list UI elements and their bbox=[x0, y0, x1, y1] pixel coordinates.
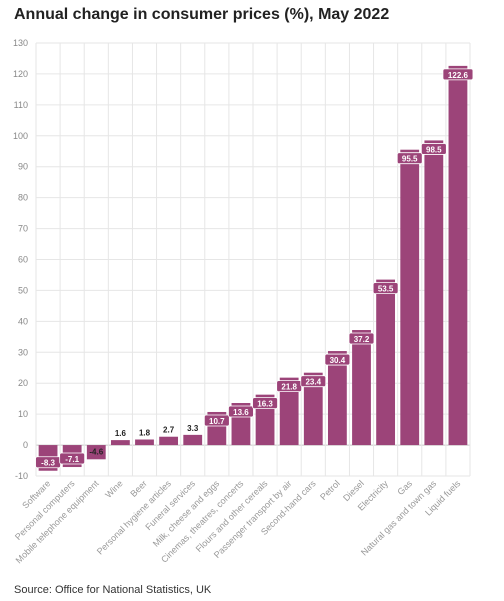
y-tick-label: 110 bbox=[14, 100, 28, 110]
bar-13 bbox=[327, 351, 347, 446]
data-label-10: 16.3 bbox=[257, 400, 273, 409]
x-tick-label: Beer bbox=[128, 478, 149, 499]
bar-17 bbox=[424, 140, 444, 446]
x-tick-label: Gas bbox=[395, 478, 414, 497]
bar-18 bbox=[448, 65, 468, 446]
data-label-box bbox=[442, 68, 474, 81]
bar-7 bbox=[183, 434, 203, 446]
data-label-16: 95.5 bbox=[402, 155, 418, 164]
bar-12 bbox=[303, 372, 323, 446]
data-label-11: 21.8 bbox=[281, 383, 297, 392]
data-label-box bbox=[348, 332, 375, 345]
bar-6 bbox=[159, 436, 179, 446]
data-label-2: -7.1 bbox=[65, 455, 79, 464]
source-note: Source: Office for National Statistics, … bbox=[14, 584, 212, 596]
bar-4 bbox=[110, 440, 130, 446]
bar-16 bbox=[400, 149, 420, 446]
data-label-9: 13.6 bbox=[233, 408, 249, 417]
y-tick-label: 0 bbox=[23, 440, 28, 450]
y-tick-label: 130 bbox=[13, 38, 28, 48]
data-label-box bbox=[300, 375, 327, 388]
data-label-box bbox=[420, 143, 447, 155]
x-tick-label: Petrol bbox=[318, 478, 342, 502]
bar-15 bbox=[376, 279, 396, 446]
chart-title: Annual change in consumer prices (%), Ma… bbox=[14, 6, 390, 23]
data-label-1: -8.3 bbox=[41, 459, 55, 468]
data-label-7: 3.3 bbox=[187, 424, 199, 433]
y-tick-label: 10 bbox=[18, 409, 28, 419]
data-label-17: 98.5 bbox=[426, 145, 442, 154]
y-tick-label: 90 bbox=[18, 162, 28, 172]
data-label-14: 37.2 bbox=[354, 335, 370, 344]
y-tick-label: 100 bbox=[13, 131, 28, 141]
y-tick-label: 40 bbox=[18, 316, 28, 326]
x-tick-label: Wine bbox=[103, 478, 125, 500]
data-label-4: 1.6 bbox=[115, 429, 127, 438]
data-labels: -8.3 -7.1 -4.6 1.6 1.8 2.7 3.3 10.7 13.6 16.3 21.8… bbox=[35, 68, 474, 469]
data-label-box bbox=[59, 452, 86, 465]
bar-14 bbox=[352, 330, 371, 446]
data-label-box bbox=[324, 353, 351, 366]
y-tick-label: 20 bbox=[18, 378, 28, 388]
data-label-8: 10.7 bbox=[209, 417, 225, 426]
bar-3 bbox=[86, 445, 106, 460]
data-label-6: 2.7 bbox=[163, 426, 175, 435]
data-label-box bbox=[252, 397, 278, 410]
bar-11 bbox=[279, 377, 299, 446]
y-tick-label: 70 bbox=[18, 224, 28, 234]
data-label-18: 122.6 bbox=[448, 71, 469, 80]
y-tick-label: 80 bbox=[18, 193, 28, 203]
data-label-13: 30.4 bbox=[330, 356, 346, 365]
data-label-15: 53.5 bbox=[378, 285, 394, 294]
data-label-3: -4.6 bbox=[89, 447, 103, 456]
y-tick-label: 50 bbox=[18, 285, 28, 295]
bar-5 bbox=[135, 439, 154, 446]
y-tick-label: 60 bbox=[18, 255, 28, 265]
data-label-box bbox=[396, 152, 423, 165]
data-label-5: 1.8 bbox=[139, 429, 151, 438]
data-label-box bbox=[228, 405, 254, 418]
y-axis-ticks: -10 0 10 20 30 40 50 60 70 80 90 100 110 120 130 bbox=[13, 38, 28, 481]
y-tick-label: -10 bbox=[15, 471, 28, 481]
grid-lines bbox=[35, 42, 471, 477]
y-tick-label: 120 bbox=[13, 69, 28, 79]
data-label-12: 23.4 bbox=[305, 378, 321, 387]
y-tick-label: 30 bbox=[18, 347, 28, 357]
data-label-box bbox=[372, 282, 399, 295]
data-label-box bbox=[203, 414, 230, 427]
